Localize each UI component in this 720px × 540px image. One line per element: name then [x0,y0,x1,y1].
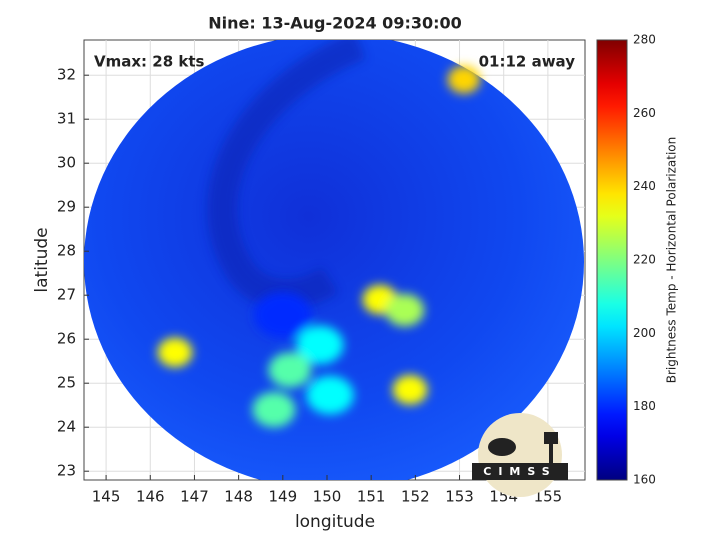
y-tick-label: 31 [57,110,76,128]
y-tick-label: 29 [57,198,76,216]
y-tick-label: 28 [57,242,76,260]
annotation: 01:12 away [479,53,576,71]
y-axis-label: latitude [32,227,52,292]
y-tick-label: 23 [57,462,76,480]
colorbar-label: Brightness Temp - Horizontal Polarizatio… [665,137,679,384]
colorbar-tick-label: 260 [633,106,656,120]
colorbar-tick-label: 180 [633,399,656,413]
x-tick-label: 148 [224,488,253,506]
y-tick-label: 30 [57,154,76,172]
brightness-feature [385,293,425,327]
x-tick-label: 152 [401,488,430,506]
logo-tower [544,432,558,444]
x-axis-label: longitude [295,512,375,532]
logo-tower [549,444,553,464]
logo-dish [488,438,516,456]
x-tick-label: 146 [136,488,165,506]
y-tick-label: 32 [57,66,76,84]
x-tick-label: 153 [445,488,474,506]
colorbar-tick-label: 280 [633,33,656,47]
chart-title: Nine: 13-Aug-2024 09:30:00 [208,14,462,33]
brightness-feature [157,337,193,368]
x-tick-label: 155 [534,488,563,506]
colorbar-tick-label: 220 [633,253,656,267]
colorbar-tick-label: 240 [633,179,656,193]
colorbar-tick-label: 200 [633,326,656,340]
y-tick-label: 24 [57,418,76,436]
logo-text: CIMSS [483,465,556,478]
logo: CIMSS [472,413,568,497]
y-tick-label: 27 [57,286,76,304]
x-tick-label: 150 [313,488,342,506]
x-tick-label: 151 [357,488,386,506]
brightness-feature [296,325,344,365]
annotation: Vmax: 28 kts [94,53,204,71]
y-tick-label: 26 [57,330,76,348]
brightness-feature [268,352,312,388]
x-tick-label: 149 [268,488,297,506]
swath [84,40,584,480]
brightness-feature [253,292,312,338]
brightness-feature [447,65,481,94]
x-tick-label: 145 [92,488,121,506]
colorbar-tick-label: 160 [633,473,656,487]
x-tick-label: 147 [180,488,209,506]
y-tick-label: 25 [57,374,76,392]
brightness-feature [392,375,428,405]
brightness-feature [306,375,354,415]
brightness-feature [252,391,296,428]
logo-bar [472,463,568,480]
colorbar [596,39,628,481]
